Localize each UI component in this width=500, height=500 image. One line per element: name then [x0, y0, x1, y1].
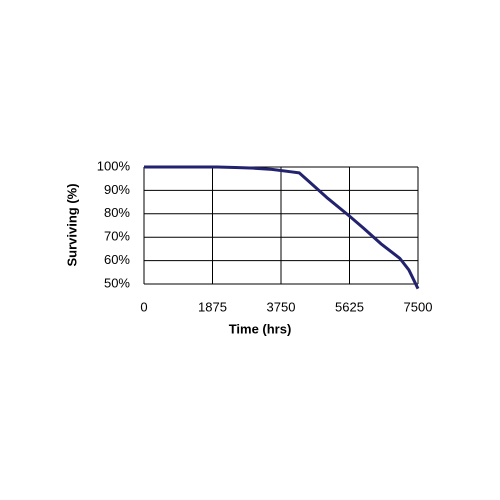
y-tick-label: 50%	[104, 275, 130, 290]
y-tick-label: 100%	[97, 158, 131, 173]
data-line	[144, 165, 420, 290]
x-axis-title: Time (hrs)	[229, 321, 292, 336]
x-tick-label: 3750	[267, 299, 296, 314]
x-tick-label: 0	[140, 299, 147, 314]
y-tick-label: 80%	[104, 205, 130, 220]
y-tick-label: 70%	[104, 229, 130, 244]
x-tick-label: 1875	[198, 299, 227, 314]
y-tick-label: 60%	[104, 252, 130, 267]
x-tick-label: 7500	[404, 299, 433, 314]
y-tick-label: 90%	[104, 182, 130, 197]
x-tick-label: 5625	[335, 299, 364, 314]
y-axis-title: Surviving (%)	[64, 183, 79, 266]
